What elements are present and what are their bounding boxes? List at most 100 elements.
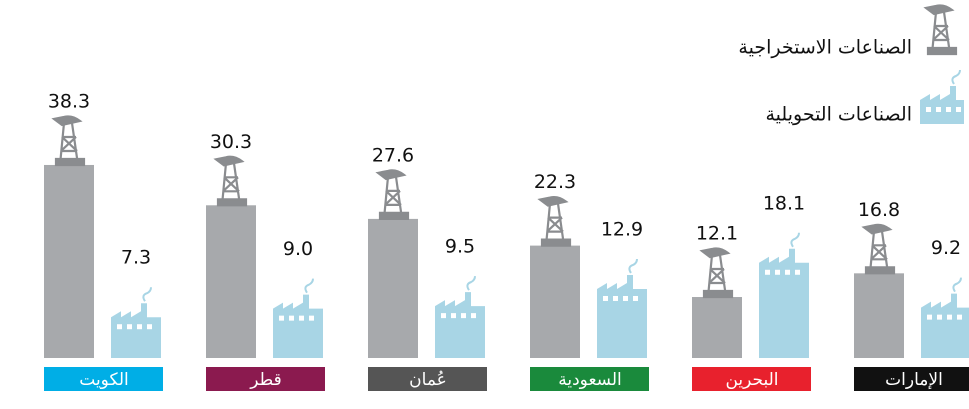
factory-window [946,107,951,112]
category-label: البحرين [725,370,778,390]
factory-window [936,107,941,112]
factory-window [927,314,932,320]
category-label: الكويت [79,370,129,390]
pump-part [378,211,410,220]
factory-icon [920,69,964,124]
factory-window [926,107,931,112]
factory-icon [111,287,161,342]
factory-icon [759,232,809,287]
category-label: عُمان [409,370,447,390]
factory-part [921,293,969,332]
factory-window [127,324,132,330]
bar [530,245,580,358]
category-box [206,367,325,391]
factory-window [289,315,294,321]
legend-label: الصناعات التحويلية [766,104,913,126]
pump-part [861,223,893,235]
factory-icon [597,258,647,313]
pump-part [540,238,572,247]
factory-window [957,314,962,320]
factory-window [441,313,446,319]
value-label: 38.3 [48,90,90,112]
pump-icon [537,196,572,247]
factory-icon [273,278,323,333]
value-label: 30.3 [210,131,252,153]
factory-window [947,314,952,320]
value-label: 12.9 [601,218,643,240]
category-box [854,367,969,391]
value-label: 16.8 [858,199,900,221]
category-label: السعودية [558,370,621,390]
category-box [44,367,163,391]
pump-part [382,176,404,220]
factory-icon [921,277,969,332]
factory-icon [435,276,485,331]
bar [854,273,904,358]
category-box [692,367,811,391]
factory-part [790,232,800,248]
pump-icon [861,223,896,275]
category-label: قطر [249,370,281,390]
pump-part [220,163,242,206]
pump-part [864,266,896,275]
pump-part [58,122,80,166]
factory-window [613,295,618,301]
pump-part [706,254,728,298]
factory-window [137,324,142,330]
factory-part [920,86,964,124]
pump-icon [375,169,410,220]
value-label: 9.2 [931,237,961,259]
factory-window [633,295,638,301]
pump-icon [699,247,734,299]
pump-part [54,157,86,167]
pump-part [930,11,952,55]
pump-part [926,46,958,56]
bar [368,218,418,358]
pump-part [216,198,248,207]
legend-label: الصناعات الاستخراجية [738,37,912,59]
value-label: 9.0 [283,238,313,260]
factory-window [309,315,314,321]
factory-window [117,324,122,330]
pump-part [51,115,83,127]
value-label: 27.6 [372,144,414,166]
factory-part [597,274,647,313]
pump-part [699,247,731,259]
bar [206,205,256,358]
pump-icon [923,4,958,56]
pump-part [702,289,734,299]
factory-window [956,107,961,112]
factory-window [461,313,466,319]
factory-window [603,295,608,301]
value-label: 12.1 [696,223,738,245]
factory-part [111,303,161,342]
factory-part [273,294,323,333]
value-label: 18.1 [763,192,805,214]
factory-part [466,276,476,291]
factory-window [623,295,628,301]
factory-window [795,269,800,275]
pump-icon [51,115,86,167]
factory-part [952,277,962,293]
pump-part [923,4,955,16]
factory-window [765,269,770,275]
pump-part [537,196,569,207]
factory-part [628,258,638,274]
factory-window [775,269,780,275]
category-label: الإمارات [885,370,943,390]
pump-part [544,203,566,246]
pump-part [375,169,407,181]
factory-part [951,69,961,85]
value-label: 7.3 [121,247,151,269]
factory-part [304,278,314,294]
factory-window [471,313,476,319]
pump-icon [213,155,248,207]
pump-part [868,231,890,274]
factory-window [785,269,790,275]
factory-part [142,287,152,302]
value-label: 9.5 [445,236,475,258]
category-box [530,367,649,391]
factory-part [759,248,809,287]
factory-window [147,324,152,330]
